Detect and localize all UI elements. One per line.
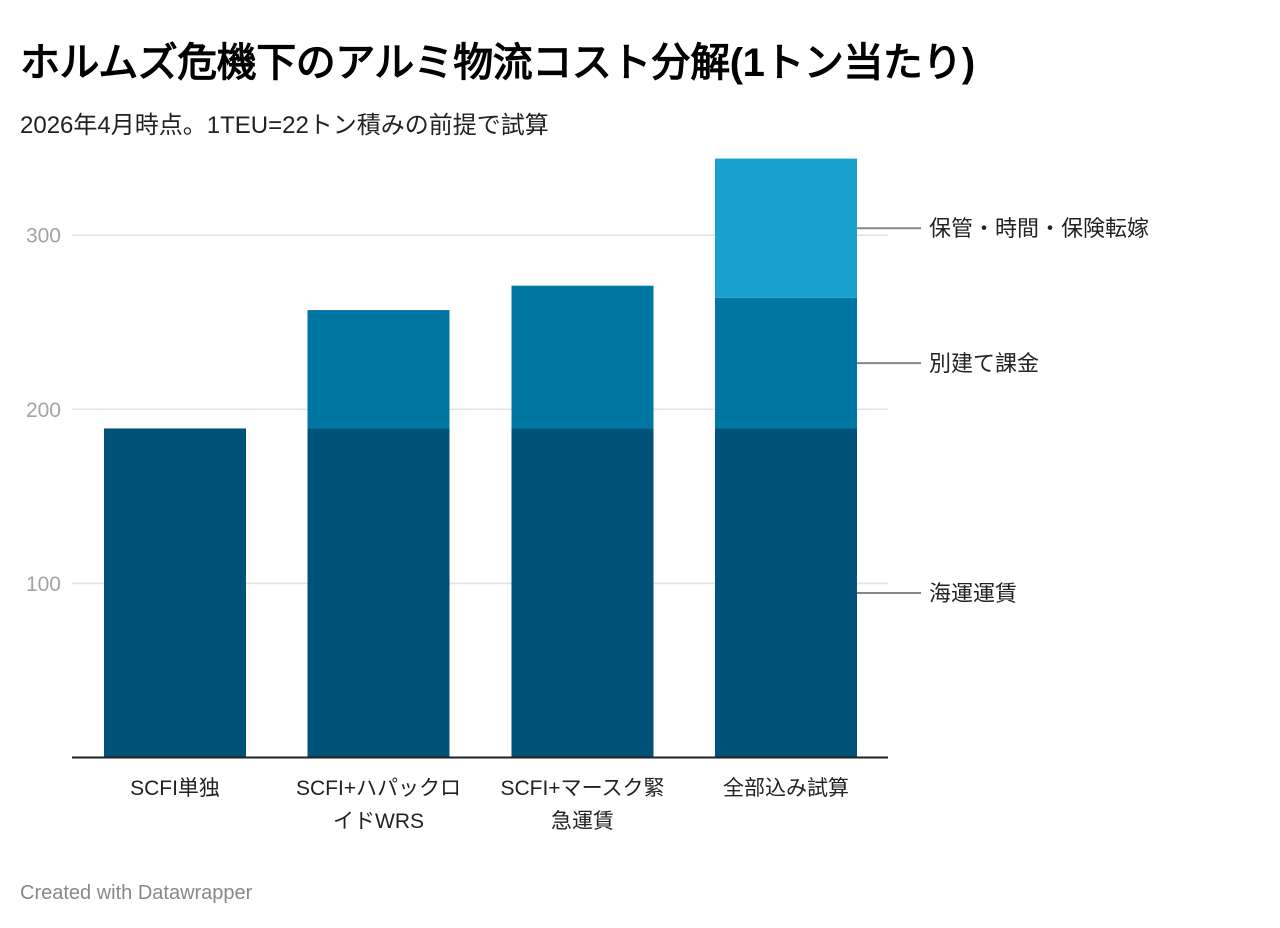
credit-footer: Created with Datawrapper — [20, 882, 253, 904]
bar-segment — [104, 428, 246, 758]
bar-segment — [715, 297, 857, 429]
x-tick-label: 急運賃 — [551, 810, 614, 833]
x-tick-label: イドWRS — [333, 810, 424, 833]
bar-segment — [715, 158, 857, 298]
x-tick-label: 全部込み試算 — [723, 777, 849, 800]
bars — [104, 158, 857, 758]
bar-segment — [307, 310, 450, 429]
y-tick-label: 100 — [26, 573, 61, 596]
y-tick-label: 200 — [26, 399, 61, 422]
x-tick-label: SCFI+ハパックロ — [296, 777, 461, 800]
series-label: 別建て課金 — [929, 351, 1039, 376]
bar-segment — [715, 428, 857, 758]
chart-subtitle: 2026年4月時点。1TEU=22トン積みの前提で試算 — [20, 112, 549, 139]
chart-title: ホルムズ危機下のアルミ物流コスト分解(1トン当たり) — [20, 41, 975, 85]
bar-segment — [307, 428, 450, 758]
y-tick-label: 300 — [26, 225, 61, 248]
series-label: 保管・時間・保険転嫁 — [929, 216, 1149, 241]
x-tick-label: SCFI+マースク緊 — [500, 777, 664, 800]
bar-segment — [511, 285, 654, 429]
series-label: 海運運賃 — [929, 581, 1017, 606]
x-tick-label: SCFI単独 — [130, 777, 220, 800]
bar-segment — [511, 428, 654, 758]
series-labels: 海運運賃 別建て課金 保管・時間・保険転嫁 — [857, 216, 1149, 606]
